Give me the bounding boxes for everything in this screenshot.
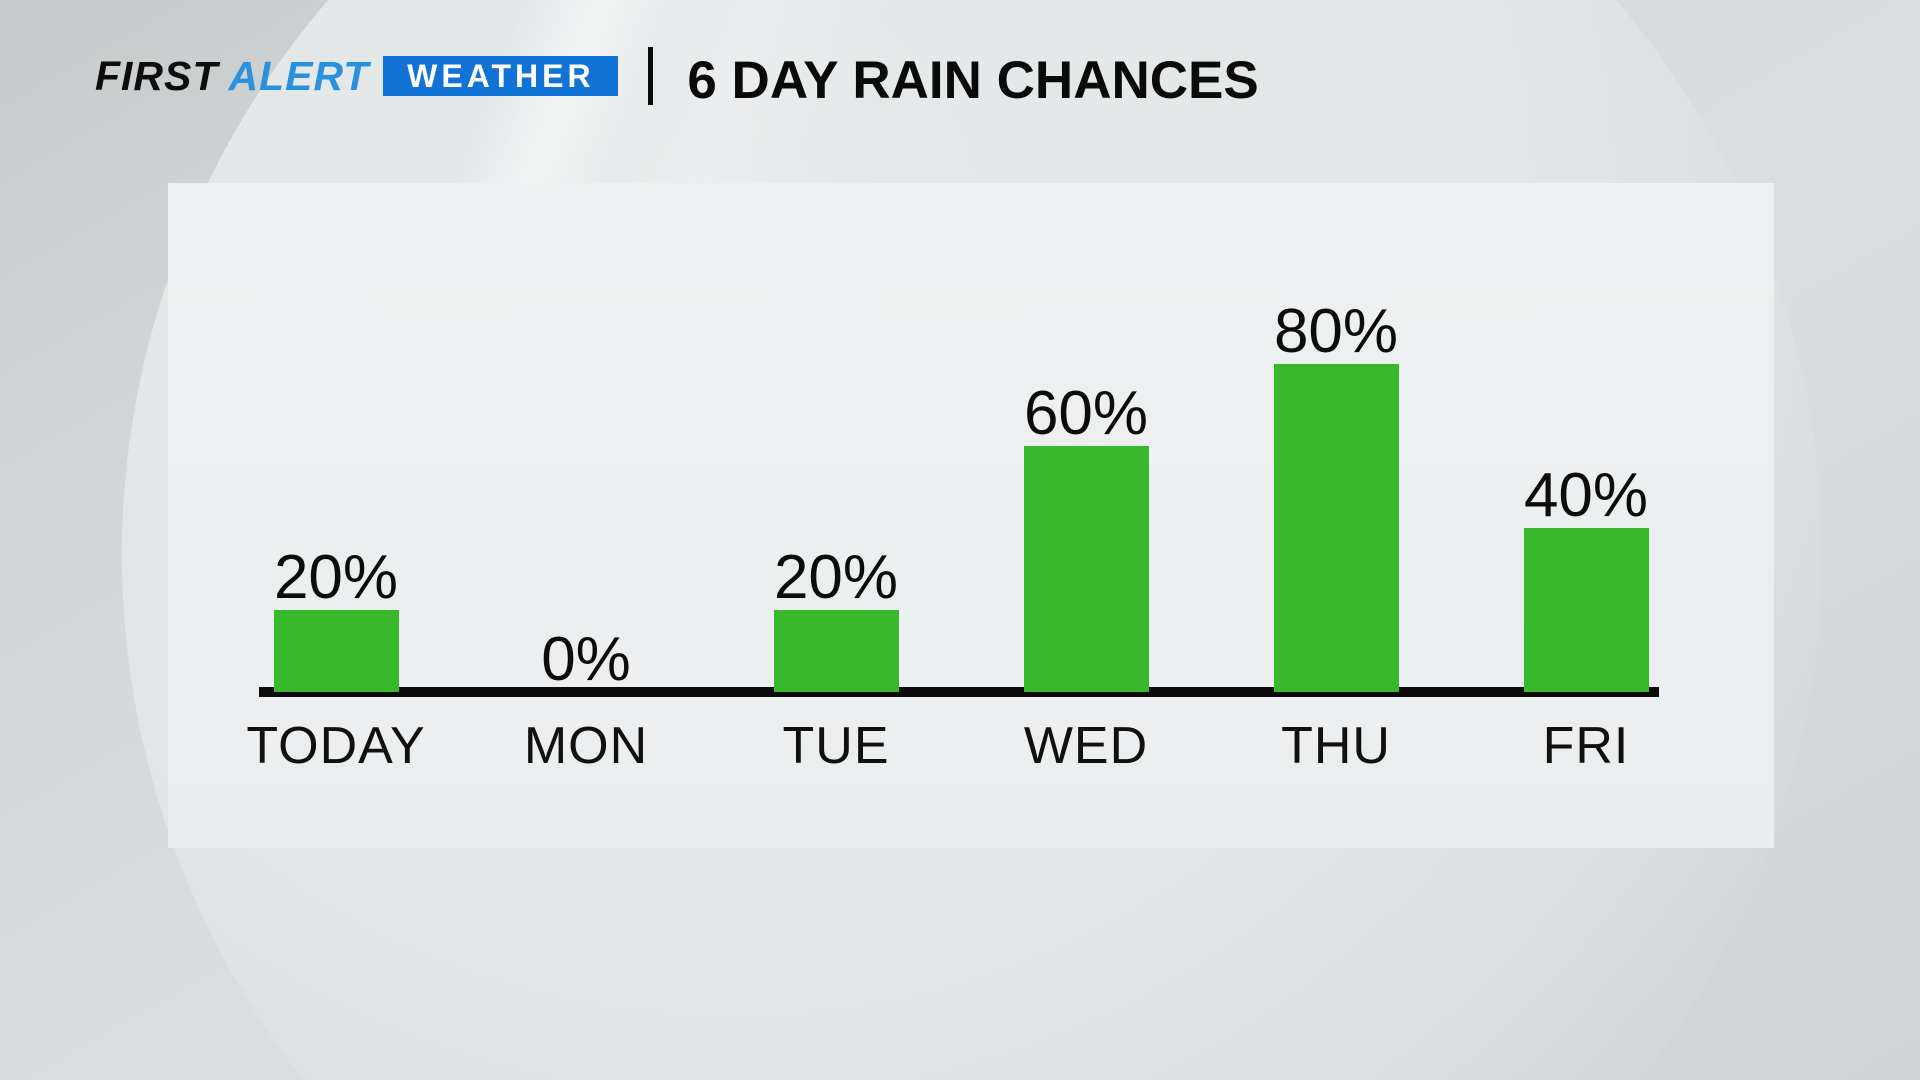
day-label: TODAY [246,717,426,775]
bar-value-label: 40% [1523,461,1649,530]
header: FIRST ALERT WEATHER 6 DAY RAIN CHANCES [95,47,1259,110]
bar-wed [1023,446,1149,692]
first-alert-weather-logo: FIRST ALERT WEATHER [95,52,619,99]
bar-value-label: 0% [541,625,631,694]
x-axis-line [259,687,1659,697]
day-label: WED [1023,717,1149,775]
bar-fri [1523,528,1649,692]
day-label: FRI [1542,717,1630,775]
title-divider-bar [648,47,654,105]
day-label: TUE [782,717,890,775]
bar-today [273,610,399,692]
chart-panel: 20% TODAY 0% MON 20% TUE 60% WED 80% THU 40% FRI [168,183,1774,848]
bar-thu [1273,364,1399,692]
page-title: 6 DAY RAIN CHANCES [687,50,1259,110]
bar-value-label: 20% [773,543,899,612]
bar-tue [773,610,899,692]
day-label: THU [1281,717,1391,775]
logo-first-text: FIRST [95,52,219,99]
logo-weather-text: WEATHER [407,58,595,94]
logo-alert-text: ALERT [228,52,370,99]
bar-value-label: 80% [1273,297,1399,366]
logo-weather-badge: WEATHER [383,56,619,96]
bar-value-label: 60% [1023,379,1149,448]
bar-value-label: 20% [273,543,399,612]
day-label: MON [523,717,649,775]
